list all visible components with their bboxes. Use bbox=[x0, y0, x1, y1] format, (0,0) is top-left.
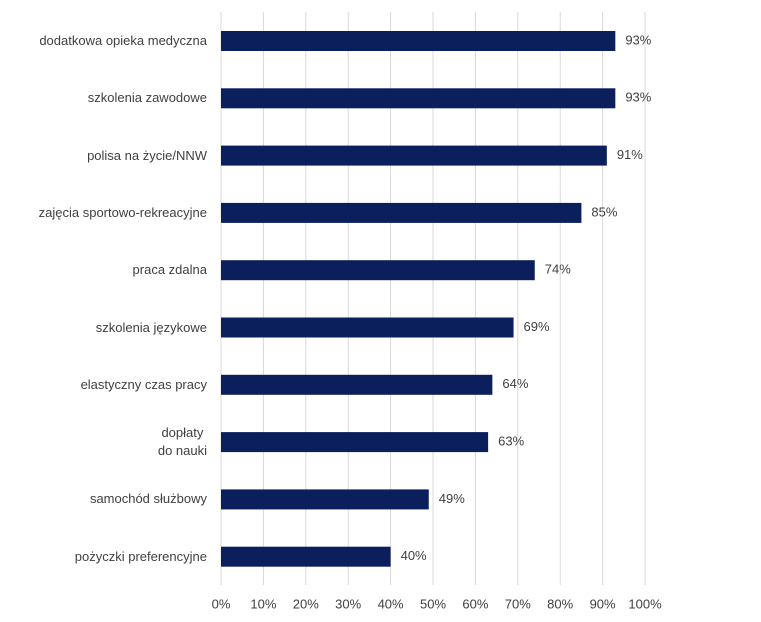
value-label: 63% bbox=[498, 434, 524, 449]
x-tick-label: 80% bbox=[547, 596, 573, 611]
x-tick-label: 50% bbox=[420, 596, 446, 611]
y-tick-label: pożyczki preferencyjne bbox=[74, 548, 207, 564]
bar bbox=[221, 317, 514, 338]
value-label: 64% bbox=[502, 376, 528, 391]
y-tick-label: zajęcia sportowo-rekreacyjne bbox=[38, 204, 207, 220]
bar bbox=[221, 145, 607, 166]
y-tick-label: dopłaty do nauki bbox=[157, 425, 207, 459]
y-tick-label: praca zdalna bbox=[132, 262, 207, 278]
value-label: 93% bbox=[625, 32, 651, 47]
bar bbox=[221, 202, 582, 223]
x-tick-label: 70% bbox=[505, 596, 531, 611]
x-tick-label: 100% bbox=[628, 596, 662, 611]
bar bbox=[221, 489, 429, 510]
value-label: 85% bbox=[591, 204, 617, 219]
y-tick-label: dodatkowa opieka medyczna bbox=[39, 33, 207, 48]
y-tick-label: szkolenia zawodowe bbox=[87, 90, 207, 106]
x-tick-label: 30% bbox=[335, 596, 361, 611]
bar bbox=[221, 546, 391, 567]
y-tick-label: elastyczny czas pracy bbox=[80, 376, 207, 392]
x-tick-label: 20% bbox=[293, 596, 319, 611]
x-tick-label: 40% bbox=[378, 596, 404, 611]
y-tick-label: samochód służbowy bbox=[89, 491, 207, 507]
value-label: 40% bbox=[401, 548, 427, 563]
y-tick-label: polisa na życie/NNW bbox=[87, 147, 207, 163]
x-tick-label: 0% bbox=[212, 596, 231, 611]
bar bbox=[221, 31, 616, 51]
bar bbox=[221, 374, 493, 395]
value-label: 69% bbox=[524, 319, 550, 334]
bar bbox=[221, 88, 616, 109]
x-tick-label: 90% bbox=[590, 596, 616, 611]
y-tick-label: szkolenia językowe bbox=[95, 319, 207, 335]
bar bbox=[221, 260, 535, 281]
value-label: 91% bbox=[617, 147, 643, 162]
value-label: 49% bbox=[439, 491, 465, 506]
x-tick-label: 10% bbox=[250, 596, 276, 611]
value-label: 74% bbox=[545, 262, 571, 277]
x-tick-label: 60% bbox=[462, 596, 488, 611]
value-label: 93% bbox=[625, 90, 651, 105]
bar bbox=[221, 432, 489, 453]
